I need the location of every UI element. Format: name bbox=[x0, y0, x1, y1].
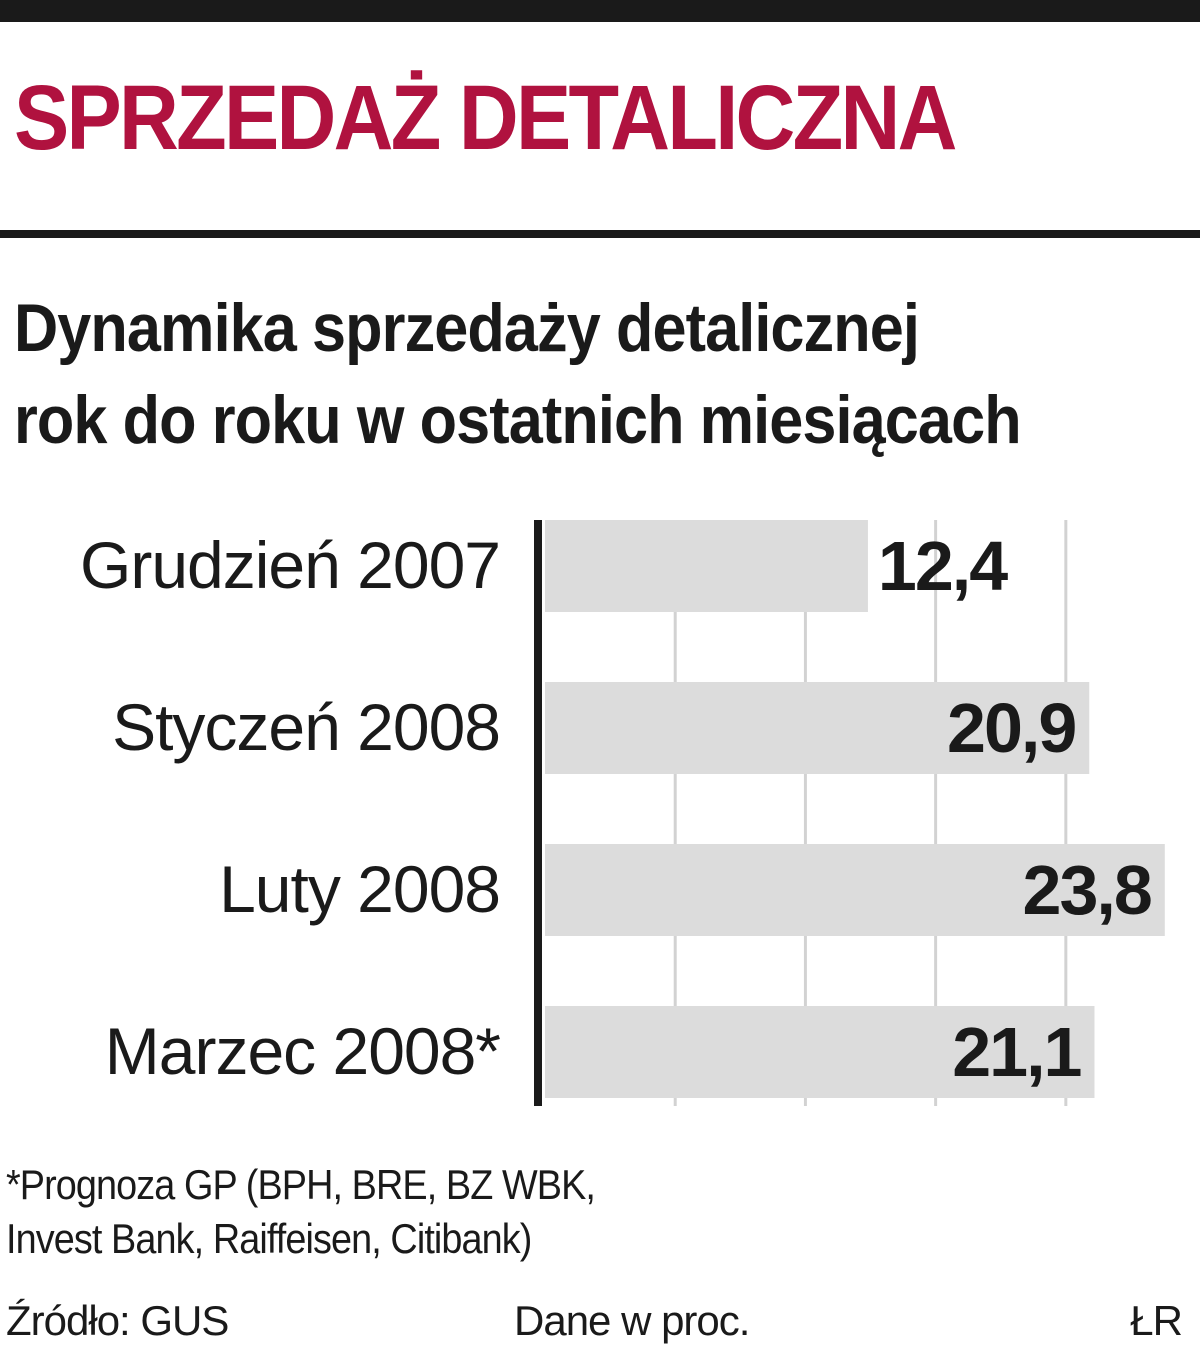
units-label: Dane w proc. bbox=[514, 1297, 750, 1344]
value-label-2: 20,9 bbox=[947, 689, 1075, 767]
value-label-3: 23,8 bbox=[1023, 851, 1151, 929]
title-divider bbox=[0, 230, 1200, 238]
bars bbox=[545, 520, 1165, 1098]
forecast-note-line-1: *Prognoza GP (BPH, BRE, BZ WBK, bbox=[6, 1161, 596, 1208]
category-label-1: Grudzień 2007 bbox=[80, 528, 500, 602]
forecast-note-line-2: Invest Bank, Raiffeisen, Citibank) bbox=[6, 1215, 532, 1262]
top-rule bbox=[0, 0, 1200, 22]
chart-subtitle: Dynamika sprzedaży detalicznej rok do ro… bbox=[14, 282, 1166, 466]
bar-2 bbox=[545, 682, 1090, 774]
value-labels: 12,4 20,9 23,8 21,1 bbox=[878, 527, 1153, 1091]
category-label-4: Marzec 2008* bbox=[105, 1014, 501, 1088]
bar-1 bbox=[545, 520, 868, 612]
subtitle-line-2: rok do roku w ostatnich miesiącach bbox=[14, 382, 1022, 458]
chart-title: SPRZEDAŻ DETALICZNA bbox=[14, 67, 957, 169]
bar-3 bbox=[545, 844, 1165, 936]
author-credit: ŁR bbox=[1130, 1297, 1183, 1344]
category-labels: Grudzień 2007 Styczeń 2008 Luty 2008 Marzec… bbox=[80, 528, 501, 1088]
subtitle-line-1: Dynamika sprzedaży detalicznej bbox=[14, 290, 920, 366]
category-label-2: Styczeń 2008 bbox=[112, 690, 500, 764]
category-label-3: Luty 2008 bbox=[219, 852, 500, 926]
source-label: Źródło: GUS bbox=[6, 1297, 229, 1344]
value-label-1: 12,4 bbox=[878, 527, 1008, 605]
bar-chart: Grudzień 2007 Styczeń 2008 Luty 2008 Marzec… bbox=[80, 520, 1165, 1106]
bar-4 bbox=[545, 1006, 1095, 1098]
forecast-note: *Prognoza GP (BPH, BRE, BZ WBK, Invest B… bbox=[6, 1158, 690, 1266]
value-label-4: 21,1 bbox=[952, 1013, 1080, 1091]
